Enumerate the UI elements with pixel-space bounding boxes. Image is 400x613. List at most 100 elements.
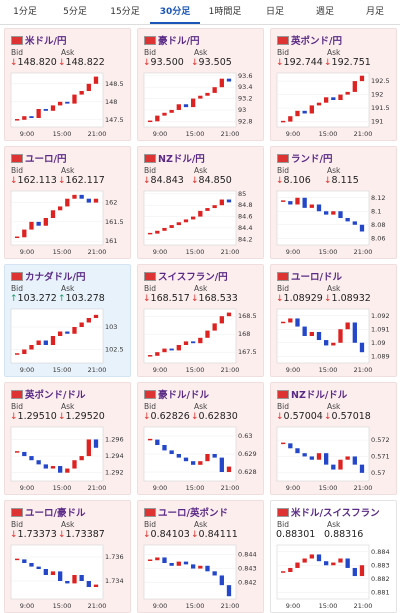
candle	[93, 439, 99, 448]
flag	[277, 272, 289, 281]
mini-chart: 93.6 93.4 93.2 93 92.8 9:00 15:00 21:00	[143, 72, 252, 138]
x-tick-label: 9:00	[153, 366, 168, 374]
candle	[169, 109, 174, 113]
flag	[11, 508, 23, 517]
tab[interactable]: 30分足	[150, 0, 200, 24]
bid-value: 0.88301	[276, 529, 316, 540]
rate-card[interactable]: 英ポンド/円 Bid Ask ↓192.744 ↓192.751 192.5 192 191.…	[270, 28, 397, 141]
ask: ↓168.533	[191, 293, 238, 304]
ask-value: 0.57018	[331, 411, 371, 422]
pair-name: 米ドル/スイスフラン	[291, 508, 380, 519]
candle	[155, 115, 160, 122]
candle	[331, 211, 336, 215]
arrow: ↓	[191, 530, 199, 540]
x-tick-label: 15:00	[53, 130, 72, 138]
arrow: ↓	[10, 58, 18, 68]
rate-card[interactable]: ユーロ/英ポンド Bid Ask ↓0.84103 ↓0.84111 0.844 0.843…	[137, 500, 264, 613]
candle	[162, 112, 167, 116]
x-tick-label: 15:00	[186, 248, 205, 256]
flag	[11, 36, 23, 45]
candle	[43, 569, 48, 575]
chart-bg	[143, 190, 237, 246]
bid: ↓1.73373	[10, 529, 57, 540]
tab[interactable]: 週足	[315, 7, 334, 17]
bid: ↓0.57004	[276, 411, 323, 422]
ask-label: Ask	[194, 402, 208, 411]
arrow: ↓	[276, 294, 284, 304]
candle	[352, 221, 357, 225]
candle	[183, 219, 189, 223]
bid-value: 84.843	[150, 175, 184, 186]
bid-label: Bid	[144, 166, 156, 175]
rate-card[interactable]: カナダドル/円 Bid Ask ↑103.272 ↑103.278 103 102.5 9:0…	[4, 264, 131, 377]
candle	[29, 221, 34, 230]
rate-card[interactable]: NZドル/ドル Bid Ask ↓0.57004 ↓0.57018 0.572 0.571 0…	[270, 382, 397, 495]
candle	[302, 453, 307, 457]
ask: ↓1.08932	[324, 293, 371, 304]
tab[interactable]: 1時間足	[208, 7, 242, 17]
bid: 0.88301	[276, 529, 315, 540]
candle	[183, 457, 189, 462]
bid-value: 1.73373	[17, 529, 57, 540]
tab[interactable]: 日足	[265, 7, 284, 17]
x-tick-label: 15:00	[319, 366, 338, 374]
ask-label: Ask	[61, 284, 75, 293]
rate-card[interactable]: 豪ドル/円 Bid Ask ↓93.500 ↓93.505 93.6 93.4 93.2 93 9…	[137, 28, 264, 141]
candle	[359, 224, 365, 232]
y-tick-label: 148	[105, 98, 117, 106]
tab[interactable]: 月足	[365, 7, 384, 17]
rate-card[interactable]: 英ポンド/ドル Bid Ask ↓1.29510 ↓1.29520 1.296 1.294 1…	[4, 382, 131, 495]
bid-label: Bid	[277, 520, 289, 529]
rate-card[interactable]: NZドル/円 Bid Ask ↓84.843 ↓84.850 85 84.8 84.6 84.4…	[137, 146, 264, 259]
x-tick-label: 9:00	[20, 366, 35, 374]
bid-value: 168.517	[150, 293, 190, 304]
pair-name: 米ドル/円	[25, 36, 67, 47]
candle	[205, 208, 210, 211]
candle	[295, 318, 300, 327]
rate-card[interactable]: ユーロ/円 Bid Ask ↓162.113 ↓162.117 162 161.5 161 9:…	[4, 146, 131, 259]
rate-card[interactable]: 米ドル/スイスフラン Bid Ask 0.88301 0.88316 0.884 0.883…	[270, 500, 397, 613]
bid-value: 0.62826	[150, 411, 190, 422]
flag	[144, 390, 156, 399]
candle	[93, 584, 99, 587]
pair-name: 英ポンド/円	[291, 36, 342, 47]
ask-label: Ask	[327, 166, 341, 175]
rate-card[interactable]: スイスフラン/円 Bid Ask ↓168.517 ↓168.533 168.5 168 16…	[137, 264, 264, 377]
tab[interactable]: 5分足	[63, 7, 87, 17]
ask: ↓192.751	[324, 57, 371, 68]
candle	[65, 198, 70, 207]
tab[interactable]: 15分足	[110, 7, 140, 17]
bid-label: Bid	[277, 402, 289, 411]
candle	[191, 216, 196, 220]
arrow: ↓	[58, 58, 66, 68]
x-tick-label: 21:00	[221, 484, 240, 492]
flag	[144, 154, 156, 163]
ask: ↓1.29520	[58, 411, 105, 422]
candle	[198, 210, 203, 217]
rate-card[interactable]: ユーロ/豪ドル Bid Ask ↓1.73373 ↓1.73387 1.736 1.734 9…	[4, 500, 131, 613]
tab[interactable]: 1分足	[13, 7, 37, 17]
rate-card[interactable]: ランド/円 Bid Ask ↓8.106 ↓8.115 8.12 8.1 8.08 8.06 9:…	[270, 146, 397, 259]
y-tick-label: 1.09	[371, 339, 385, 347]
y-tick-label: 85	[238, 190, 246, 198]
candle	[295, 197, 300, 205]
rate-card[interactable]: ユーロ/ドル Bid Ask ↓1.08929 ↓1.08932 1.092 1.091 1.…	[270, 264, 397, 377]
y-tick-label: 1.736	[105, 553, 124, 561]
candle	[212, 323, 217, 331]
ask-label: Ask	[194, 48, 208, 57]
candle	[191, 341, 196, 344]
ask-value: 0.62830	[198, 411, 238, 422]
mini-chart: 1.296 1.294 1.292 9:00 15:00 21:00	[10, 426, 124, 492]
candle	[212, 87, 217, 93]
rate-card[interactable]: 米ドル/円 Bid Ask ↓148.820 ↓148.822 148.5 148 147.5…	[4, 28, 131, 141]
rate-card[interactable]: 豪ドル/ドル Bid Ask ↓0.62826 ↓0.62830 0.63 0.629 0.6…	[137, 382, 264, 495]
y-tick-label: 0.63	[238, 432, 252, 440]
flag	[144, 508, 156, 517]
candle	[226, 466, 232, 472]
arrow: ↓	[143, 530, 151, 540]
candle	[72, 460, 77, 469]
candle	[162, 348, 167, 353]
candle	[281, 200, 286, 202]
pair-name: 豪ドル/ドル	[158, 390, 209, 401]
